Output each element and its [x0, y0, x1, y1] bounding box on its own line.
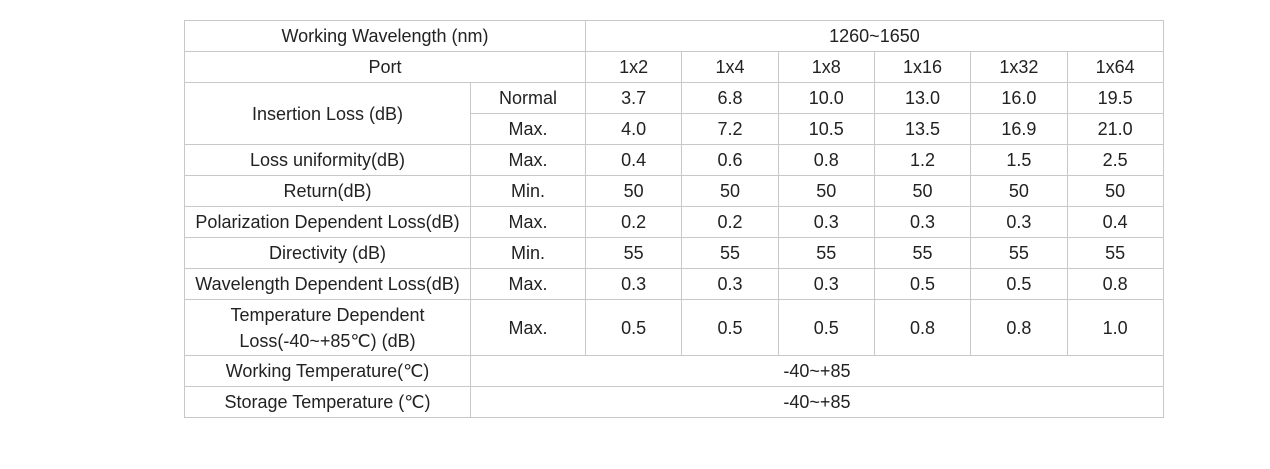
row-label: Working Wavelength (nm)	[183, 20, 587, 52]
row-label: Insertion Loss (dB)	[184, 82, 471, 145]
cell-value: 1.0	[1066, 299, 1164, 356]
cell-value: 0.6	[681, 144, 779, 176]
cell-value: 1.5	[970, 144, 1068, 176]
row-label: Storage Temperature (℃)	[184, 386, 471, 418]
cell-value: 0.3	[970, 206, 1068, 238]
cell-value: 7.2	[681, 113, 779, 145]
condition: Max.	[469, 113, 587, 145]
cell-value: 1.2	[873, 144, 972, 176]
column-header: 1x16	[873, 51, 972, 83]
row-label: Working Temperature(℃)	[184, 355, 471, 387]
cell-value: 4.0	[585, 113, 683, 145]
row-label: Temperature Dependent Loss(-40~+85℃) (dB…	[184, 299, 471, 356]
cell-value: 16.9	[970, 113, 1068, 145]
cell-value: 55	[681, 237, 779, 269]
spec-table: Working Wavelength (nm) 1260~1650 Port 1x2 1…	[183, 20, 1164, 418]
cell-value: 50	[1066, 175, 1164, 207]
cell-value: 50	[585, 175, 683, 207]
condition: Max.	[469, 268, 587, 300]
condition: Max.	[469, 299, 587, 356]
table-row: Port 1x2 1x4 1x8 1x16 1x32 1x64	[183, 51, 1164, 83]
cell-value: 55	[585, 237, 683, 269]
table-row: Temperature Dependent Loss(-40~+85℃) (dB…	[184, 299, 1164, 356]
table-row: Working Wavelength (nm) 1260~1650	[183, 20, 1164, 52]
condition: Max.	[469, 206, 587, 238]
cell-value: 50	[873, 175, 972, 207]
cell-value: 0.4	[1066, 206, 1164, 238]
row-label: Directivity (dB)	[184, 237, 471, 269]
table-row: Directivity (dB) Min. 55 55 55 55 55 55	[184, 237, 1164, 269]
condition: Max.	[469, 144, 587, 176]
cell-value: 10.0	[777, 82, 875, 114]
column-header: 1x32	[970, 51, 1068, 83]
cell-value: 0.8	[873, 299, 972, 356]
table-body: Working Wavelength (nm) 1260~1650 Port 1x2 1…	[183, 20, 1164, 418]
cell-value: 0.3	[873, 206, 972, 238]
cell-value: 0.3	[777, 268, 875, 300]
table-row: Working Temperature(℃) -40~+85	[184, 355, 1164, 387]
row-label: Wavelength Dependent Loss(dB)	[184, 268, 471, 300]
cell-value: 0.8	[1066, 268, 1164, 300]
cell-value: 13.5	[873, 113, 972, 145]
cell-value: 0.3	[585, 268, 683, 300]
column-header: 1x64	[1066, 51, 1164, 83]
table-row: Loss uniformity(dB) Max. 0.4 0.6 0.8 1.2 1.5 2.…	[184, 144, 1164, 176]
cell-value: 50	[777, 175, 875, 207]
cell-value: -40~+85	[470, 355, 1164, 387]
column-header: 1x8	[777, 51, 875, 83]
cell-value: 3.7	[585, 82, 683, 114]
row-label: Polarization Dependent Loss(dB)	[184, 206, 471, 238]
table-row: Polarization Dependent Loss(dB) Max. 0.2 0.…	[184, 206, 1164, 238]
condition: Min.	[469, 175, 587, 207]
cell-value: -40~+85	[470, 386, 1164, 418]
cell-value: 0.2	[681, 206, 779, 238]
column-header: 1x2	[585, 51, 683, 83]
cell-value: 19.5	[1066, 82, 1164, 114]
table-row: Insertion Loss (dB) Normal 3.7 6.8 10.0 13.0 1…	[184, 82, 1164, 145]
cell-value: 10.5	[777, 113, 875, 145]
cell-value: 0.3	[681, 268, 779, 300]
cell-value: 6.8	[681, 82, 779, 114]
cell-value: 13.0	[873, 82, 972, 114]
table-row: Return(dB) Min. 50 50 50 50 50 50	[184, 175, 1164, 207]
cell-value: 0.4	[585, 144, 683, 176]
cell-value: 1260~1650	[585, 20, 1164, 52]
cell-value: 0.5	[681, 299, 779, 356]
table-row: Wavelength Dependent Loss(dB) Max. 0.3 0.3 0…	[184, 268, 1164, 300]
column-header: 1x4	[681, 51, 779, 83]
cell-value: 50	[970, 175, 1068, 207]
cell-value: 0.5	[970, 268, 1068, 300]
cell-value: 0.8	[970, 299, 1068, 356]
row-label: Port	[183, 51, 587, 83]
cell-value: 0.8	[777, 144, 875, 176]
cell-value: 2.5	[1066, 144, 1164, 176]
cell-value: 0.3	[777, 206, 875, 238]
cell-value: 55	[873, 237, 972, 269]
cell-value: 0.5	[585, 299, 683, 356]
cell-value: 21.0	[1066, 113, 1164, 145]
condition: Normal	[469, 82, 587, 114]
cell-value: 50	[681, 175, 779, 207]
cell-value: 0.5	[777, 299, 875, 356]
row-label: Return(dB)	[184, 175, 471, 207]
cell-value: 55	[777, 237, 875, 269]
cell-value: 16.0	[970, 82, 1068, 114]
cell-value: 55	[970, 237, 1068, 269]
condition: Min.	[469, 237, 587, 269]
cell-value: 0.5	[873, 268, 972, 300]
table-row: Max. 4.0 7.2 10.5 13.5 16.9 21.0	[185, 113, 1164, 145]
row-label: Loss uniformity(dB)	[184, 144, 471, 176]
cell-value: 0.2	[585, 206, 683, 238]
table-row: Storage Temperature (℃) -40~+85	[184, 386, 1164, 418]
cell-value: 55	[1066, 237, 1164, 269]
